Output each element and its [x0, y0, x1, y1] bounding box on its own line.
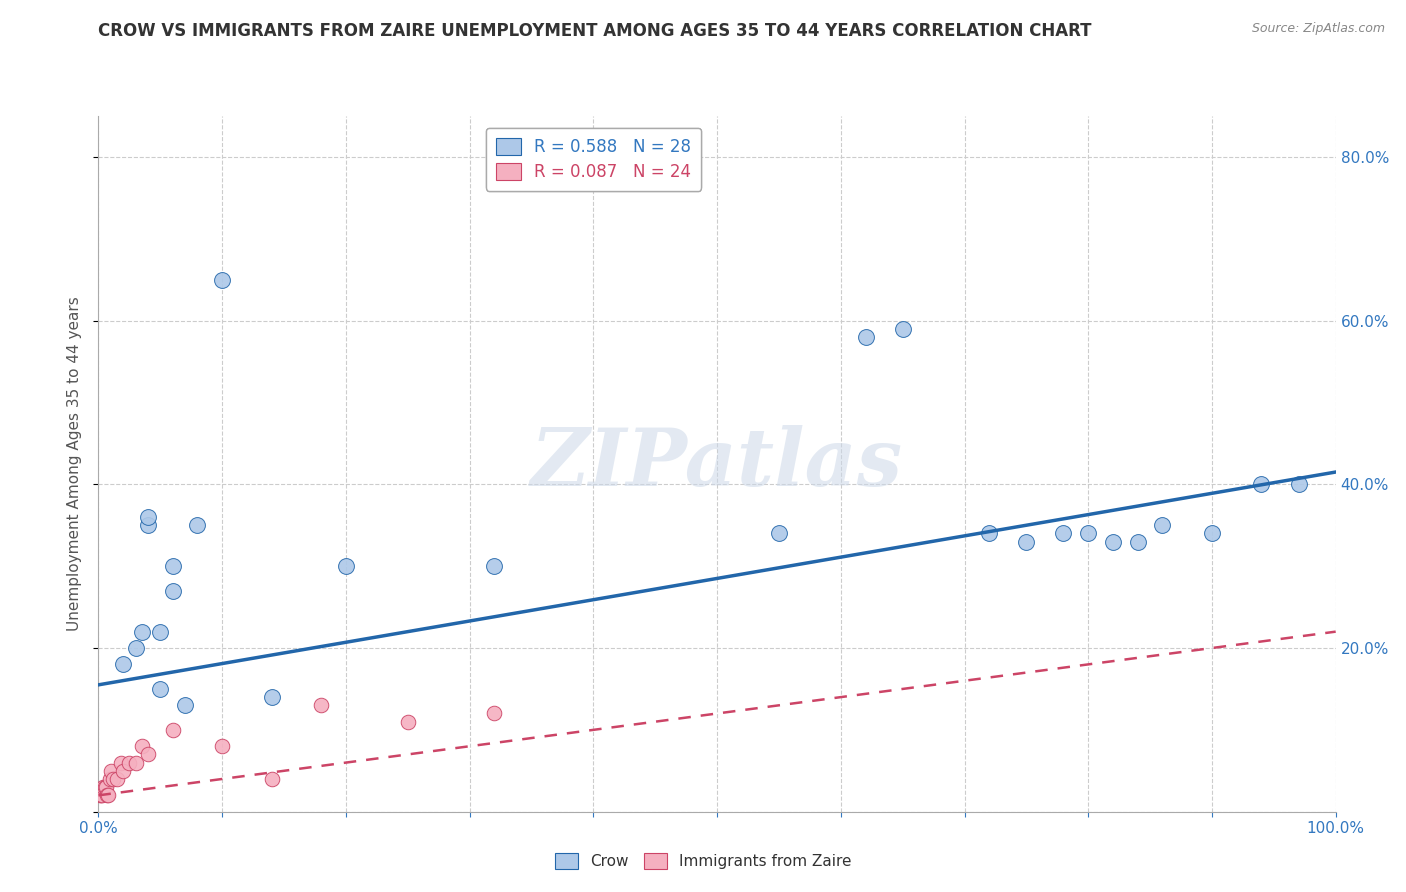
Point: [136, 518, 159, 533]
Legend: R = 0.588   N = 28, R = 0.087   N = 24: R = 0.588 N = 28, R = 0.087 N = 24: [485, 128, 702, 191]
Point: [110, 756, 132, 770]
Point: [979, 526, 1001, 541]
Point: [103, 772, 125, 786]
Point: [91, 789, 114, 803]
Point: [260, 772, 283, 786]
Point: [396, 714, 419, 729]
Point: [768, 526, 790, 541]
Point: [484, 706, 506, 721]
Point: [105, 772, 128, 786]
Point: [96, 789, 118, 803]
Text: Source: ZipAtlas.com: Source: ZipAtlas.com: [1251, 22, 1385, 36]
Point: [335, 559, 357, 574]
Point: [309, 698, 332, 713]
Point: [124, 756, 146, 770]
Point: [89, 789, 111, 803]
Point: [1015, 534, 1038, 549]
Point: [855, 330, 877, 344]
Point: [211, 273, 233, 287]
Point: [94, 780, 117, 794]
Point: [131, 624, 153, 639]
Point: [93, 780, 115, 794]
Point: [1126, 534, 1149, 549]
Point: [1152, 518, 1174, 533]
Y-axis label: Unemployment Among Ages 35 to 44 years: Unemployment Among Ages 35 to 44 years: [67, 296, 83, 632]
Legend: Crow, Immigrants from Zaire: Crow, Immigrants from Zaire: [548, 847, 858, 875]
Point: [1288, 477, 1310, 491]
Point: [891, 322, 914, 336]
Point: [1250, 477, 1272, 491]
Point: [136, 510, 159, 524]
Point: [211, 739, 233, 754]
Point: [1052, 526, 1074, 541]
Point: [90, 789, 112, 803]
Point: [162, 559, 184, 574]
Point: [162, 723, 184, 737]
Point: [131, 739, 153, 754]
Point: [97, 789, 120, 803]
Point: [112, 657, 135, 672]
Point: [100, 764, 122, 778]
Point: [260, 690, 283, 705]
Point: [149, 624, 172, 639]
Point: [136, 747, 159, 762]
Point: [98, 772, 121, 786]
Text: CROW VS IMMIGRANTS FROM ZAIRE UNEMPLOYMENT AMONG AGES 35 TO 44 YEARS CORRELATION: CROW VS IMMIGRANTS FROM ZAIRE UNEMPLOYME…: [98, 22, 1092, 40]
Point: [93, 780, 115, 794]
Point: [186, 518, 208, 533]
Point: [1201, 526, 1223, 541]
Point: [149, 681, 172, 696]
Point: [174, 698, 197, 713]
Point: [112, 764, 135, 778]
Point: [1077, 526, 1099, 541]
Point: [1102, 534, 1125, 549]
Point: [162, 583, 184, 598]
Point: [118, 756, 141, 770]
Text: ZIPatlas: ZIPatlas: [531, 425, 903, 502]
Point: [484, 559, 506, 574]
Point: [124, 640, 146, 655]
